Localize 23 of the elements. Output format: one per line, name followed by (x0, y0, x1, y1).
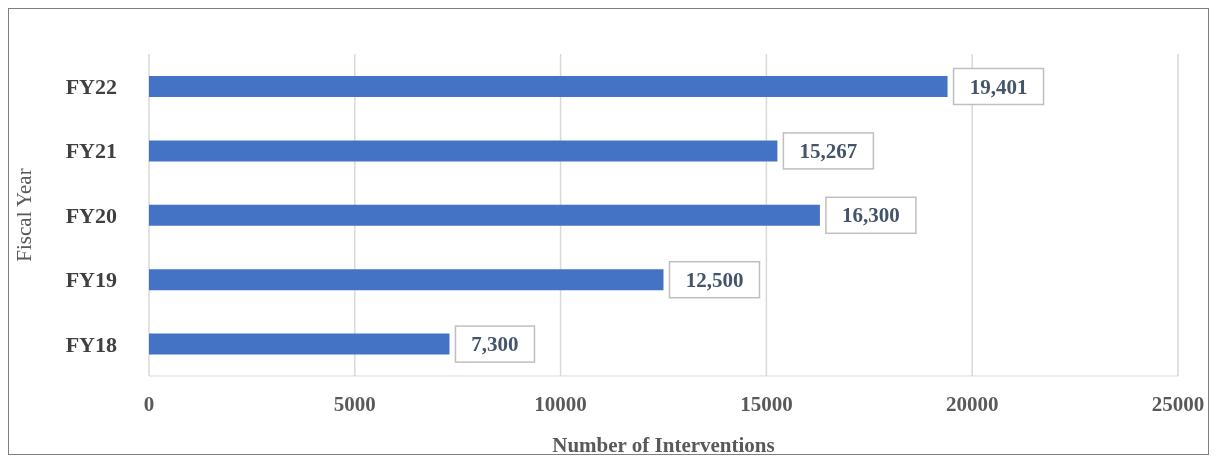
y-tick-label: FY20 (65, 202, 117, 228)
data-label: 16,300 (842, 203, 900, 228)
data-label: 19,401 (969, 74, 1028, 99)
y-tick-label: FY21 (65, 138, 117, 164)
bar (149, 76, 948, 97)
x-tick-label: 25000 (1151, 391, 1205, 416)
x-tick-label: 5000 (333, 391, 376, 416)
bar (149, 269, 664, 291)
y-tick-label: FY22 (65, 74, 117, 100)
x-tick-label: 0 (143, 391, 155, 416)
x-axis-title: Number of Interventions (552, 433, 775, 457)
bar (149, 333, 450, 355)
bar (149, 140, 778, 162)
y-axis-title: Fiscal Year (12, 168, 37, 262)
x-tick-label: 15000 (740, 391, 793, 416)
y-tick-label: FY18 (65, 331, 117, 357)
x-tick-label: 20000 (945, 391, 999, 416)
y-tick-label: FY19 (65, 267, 117, 293)
bar (149, 204, 820, 226)
data-label: 12,500 (685, 267, 744, 292)
data-label: 15,267 (799, 138, 858, 163)
x-tick-label: 10000 (534, 391, 587, 416)
data-label: 7,300 (471, 332, 519, 357)
